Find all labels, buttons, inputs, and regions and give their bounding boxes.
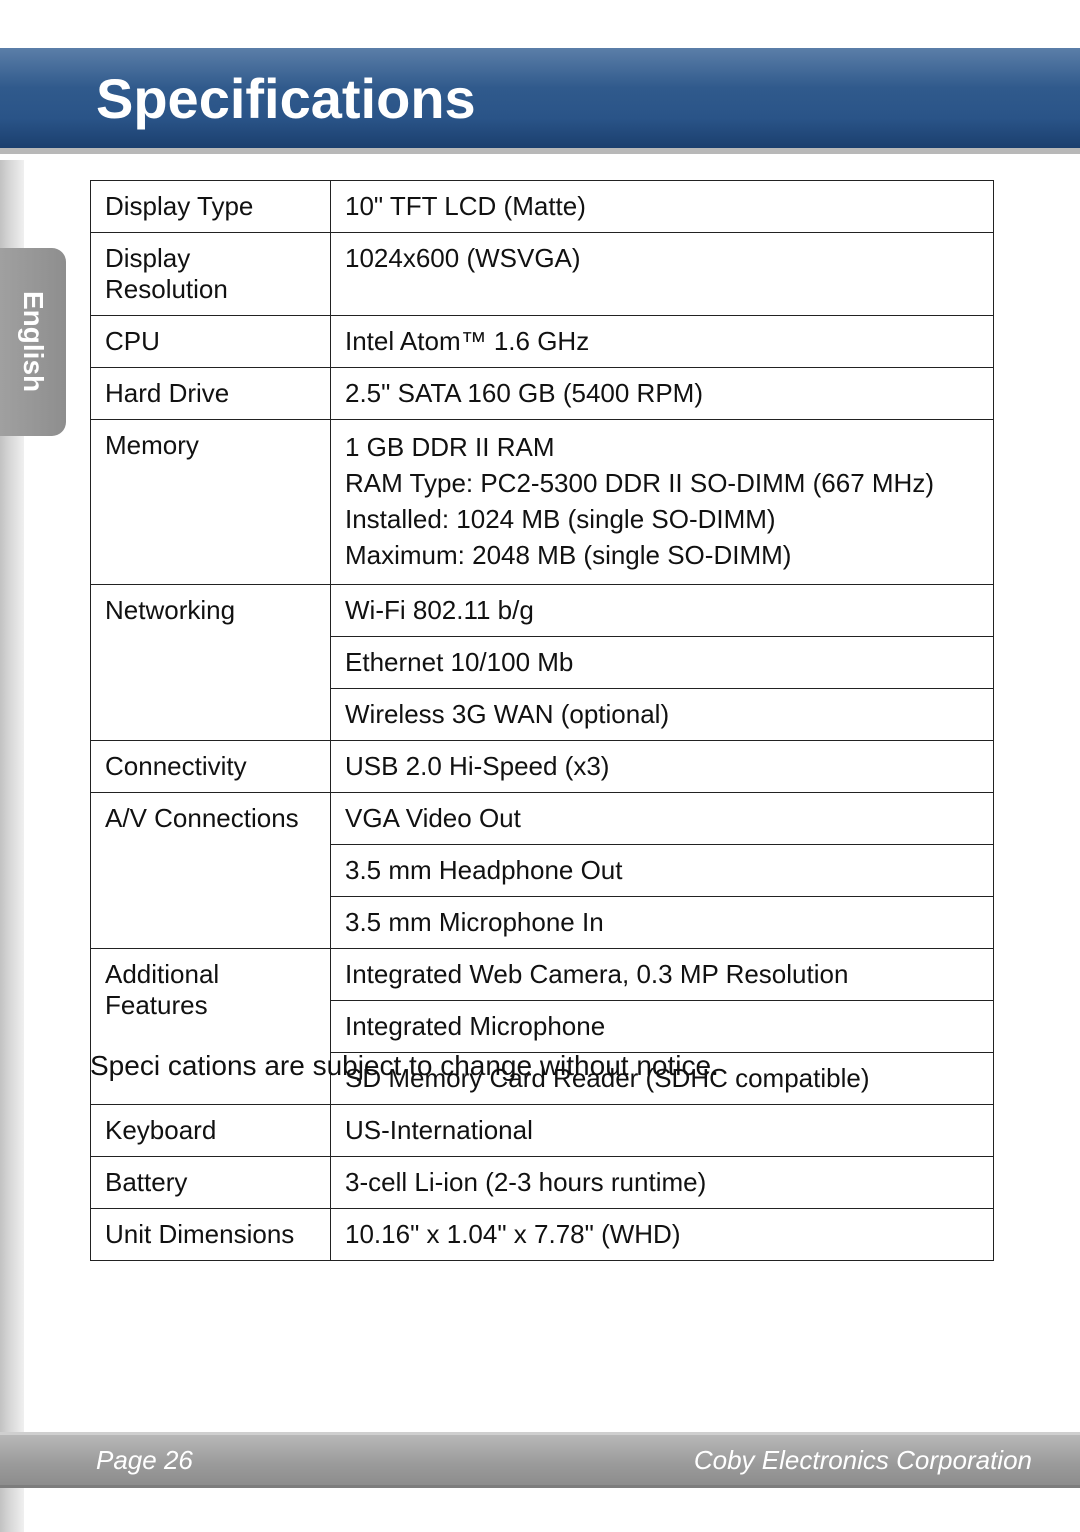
footer-company: Coby Electronics Corporation <box>694 1445 1032 1476</box>
spec-value: 10" TFT LCD (Matte) <box>331 181 994 233</box>
spec-value-line: Maximum: 2048 MB (single SO-DIMM) <box>345 538 979 574</box>
spec-value: USB 2.0 Hi-Speed (x3) <box>331 740 994 792</box>
spec-value: 1 GB DDR II RAMRAM Type: PC2-5300 DDR II… <box>331 420 994 585</box>
page: Specifications English Display Type10" T… <box>0 0 1080 1532</box>
spec-value: 1024x600 (WSVGA) <box>331 233 994 316</box>
spec-label: Unit Dimensions <box>91 1208 331 1260</box>
table-row: NetworkingWi-Fi 802.11 b/g <box>91 584 994 636</box>
spec-label: A/V Connections <box>91 792 331 948</box>
spec-table-body: Display Type10" TFT LCD (Matte)Display R… <box>91 181 994 1261</box>
table-row: A/V ConnectionsVGA Video Out <box>91 792 994 844</box>
footnote-text: Speci cations are subject to change with… <box>90 1050 994 1082</box>
table-row: Memory1 GB DDR II RAMRAM Type: PC2-5300 … <box>91 420 994 585</box>
page-title: Specifications <box>96 66 476 131</box>
spec-label: Connectivity <box>91 740 331 792</box>
spec-label: Keyboard <box>91 1104 331 1156</box>
spec-label: Display Type <box>91 181 331 233</box>
spec-value: 3.5 mm Microphone In <box>331 896 994 948</box>
table-row: CPUIntel Atom™ 1.6 GHz <box>91 316 994 368</box>
spec-value-line: RAM Type: PC2-5300 DDR II SO-DIMM (667 M… <box>345 466 979 502</box>
language-label: English <box>17 291 49 392</box>
footer-bar: Page 26 Coby Electronics Corporation <box>0 1432 1080 1488</box>
footer-page-number: Page 26 <box>96 1445 193 1476</box>
spec-value: 3-cell Li-ion (2-3 hours runtime) <box>331 1156 994 1208</box>
table-row: Battery3-cell Li-ion (2-3 hours runtime) <box>91 1156 994 1208</box>
spec-value: Integrated Web Camera, 0.3 MP Resolution <box>331 948 994 1000</box>
spec-value: Intel Atom™ 1.6 GHz <box>331 316 994 368</box>
spec-label: Display Resolution <box>91 233 331 316</box>
table-row: Hard Drive2.5" SATA 160 GB (5400 RPM) <box>91 368 994 420</box>
spec-value: VGA Video Out <box>331 792 994 844</box>
title-bar: Specifications <box>0 48 1080 154</box>
spec-table-wrap: Display Type10" TFT LCD (Matte)Display R… <box>90 180 994 1261</box>
spec-label: Battery <box>91 1156 331 1208</box>
table-row: ConnectivityUSB 2.0 Hi-Speed (x3) <box>91 740 994 792</box>
spec-value-line: Installed: 1024 MB (single SO-DIMM) <box>345 502 979 538</box>
table-row: Display Resolution1024x600 (WSVGA) <box>91 233 994 316</box>
spec-value: Wireless 3G WAN (optional) <box>331 688 994 740</box>
spec-value-line: 1 GB DDR II RAM <box>345 430 979 466</box>
spec-value: Integrated Microphone <box>331 1000 994 1052</box>
spec-value: US-International <box>331 1104 994 1156</box>
language-tab: English <box>0 248 66 436</box>
table-row: Unit Dimensions10.16" x 1.04" x 7.78" (W… <box>91 1208 994 1260</box>
table-row: Display Type10" TFT LCD (Matte) <box>91 181 994 233</box>
spec-value: 10.16" x 1.04" x 7.78" (WHD) <box>331 1208 994 1260</box>
spec-label: Hard Drive <box>91 368 331 420</box>
table-row: KeyboardUS-International <box>91 1104 994 1156</box>
spec-value: 2.5" SATA 160 GB (5400 RPM) <box>331 368 994 420</box>
spec-value: Ethernet 10/100 Mb <box>331 636 994 688</box>
spec-label: CPU <box>91 316 331 368</box>
spec-value: 3.5 mm Headphone Out <box>331 844 994 896</box>
spec-label: Memory <box>91 420 331 585</box>
spec-value: Wi-Fi 802.11 b/g <box>331 584 994 636</box>
spec-label: Networking <box>91 584 331 740</box>
spec-table: Display Type10" TFT LCD (Matte)Display R… <box>90 180 994 1261</box>
table-row: Additional FeaturesIntegrated Web Camera… <box>91 948 994 1000</box>
